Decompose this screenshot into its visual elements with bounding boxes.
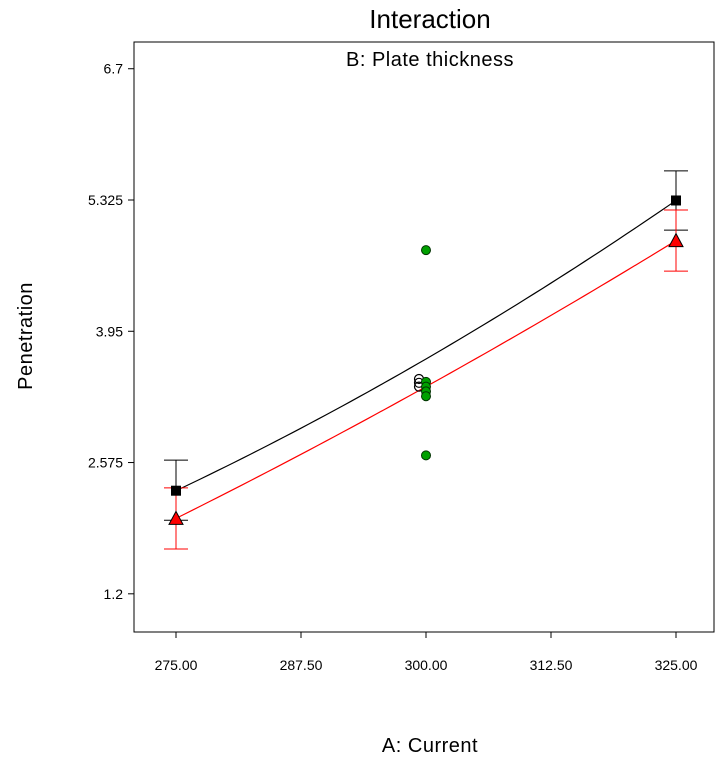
- x-axis: 275.00 287.50 300.00 312.50 325.00: [155, 632, 698, 673]
- error-bars: [164, 170, 688, 550]
- x-tick-label: 312.50: [530, 657, 573, 673]
- x-tick-label: 325.00: [655, 657, 698, 673]
- square-marker: [671, 195, 681, 206]
- design-point-green: [421, 245, 431, 256]
- chart-subtitle: B: Plate thickness: [346, 49, 514, 71]
- y-tick-label: 6.7: [104, 61, 124, 77]
- y-tick-label: 1.2: [104, 586, 124, 602]
- design-point-green: [421, 450, 431, 461]
- design-point-green: [421, 391, 431, 402]
- square-marker: [171, 485, 181, 496]
- triangle-marker: [668, 232, 684, 248]
- y-tick-label: 5.325: [88, 192, 123, 208]
- x-axis-label: A: Current: [382, 735, 478, 757]
- y-axis-label: Penetration: [15, 282, 37, 390]
- x-tick-label: 287.50: [280, 657, 323, 673]
- design-points: [413, 245, 431, 461]
- y-tick-label: 2.575: [88, 455, 123, 471]
- plot-area-frame: [133, 41, 715, 633]
- series-markers: [168, 195, 684, 525]
- x-tick-label: 300.00: [405, 657, 448, 673]
- y-axis: 1.2 2.575 3.95 5.325 6.7: [88, 61, 134, 602]
- chart-title: Interaction: [369, 4, 490, 34]
- x-tick-label: 275.00: [155, 657, 198, 673]
- series-line-1: [175, 199, 677, 492]
- triangle-marker: [168, 510, 184, 525]
- y-tick-label: 3.95: [96, 323, 123, 339]
